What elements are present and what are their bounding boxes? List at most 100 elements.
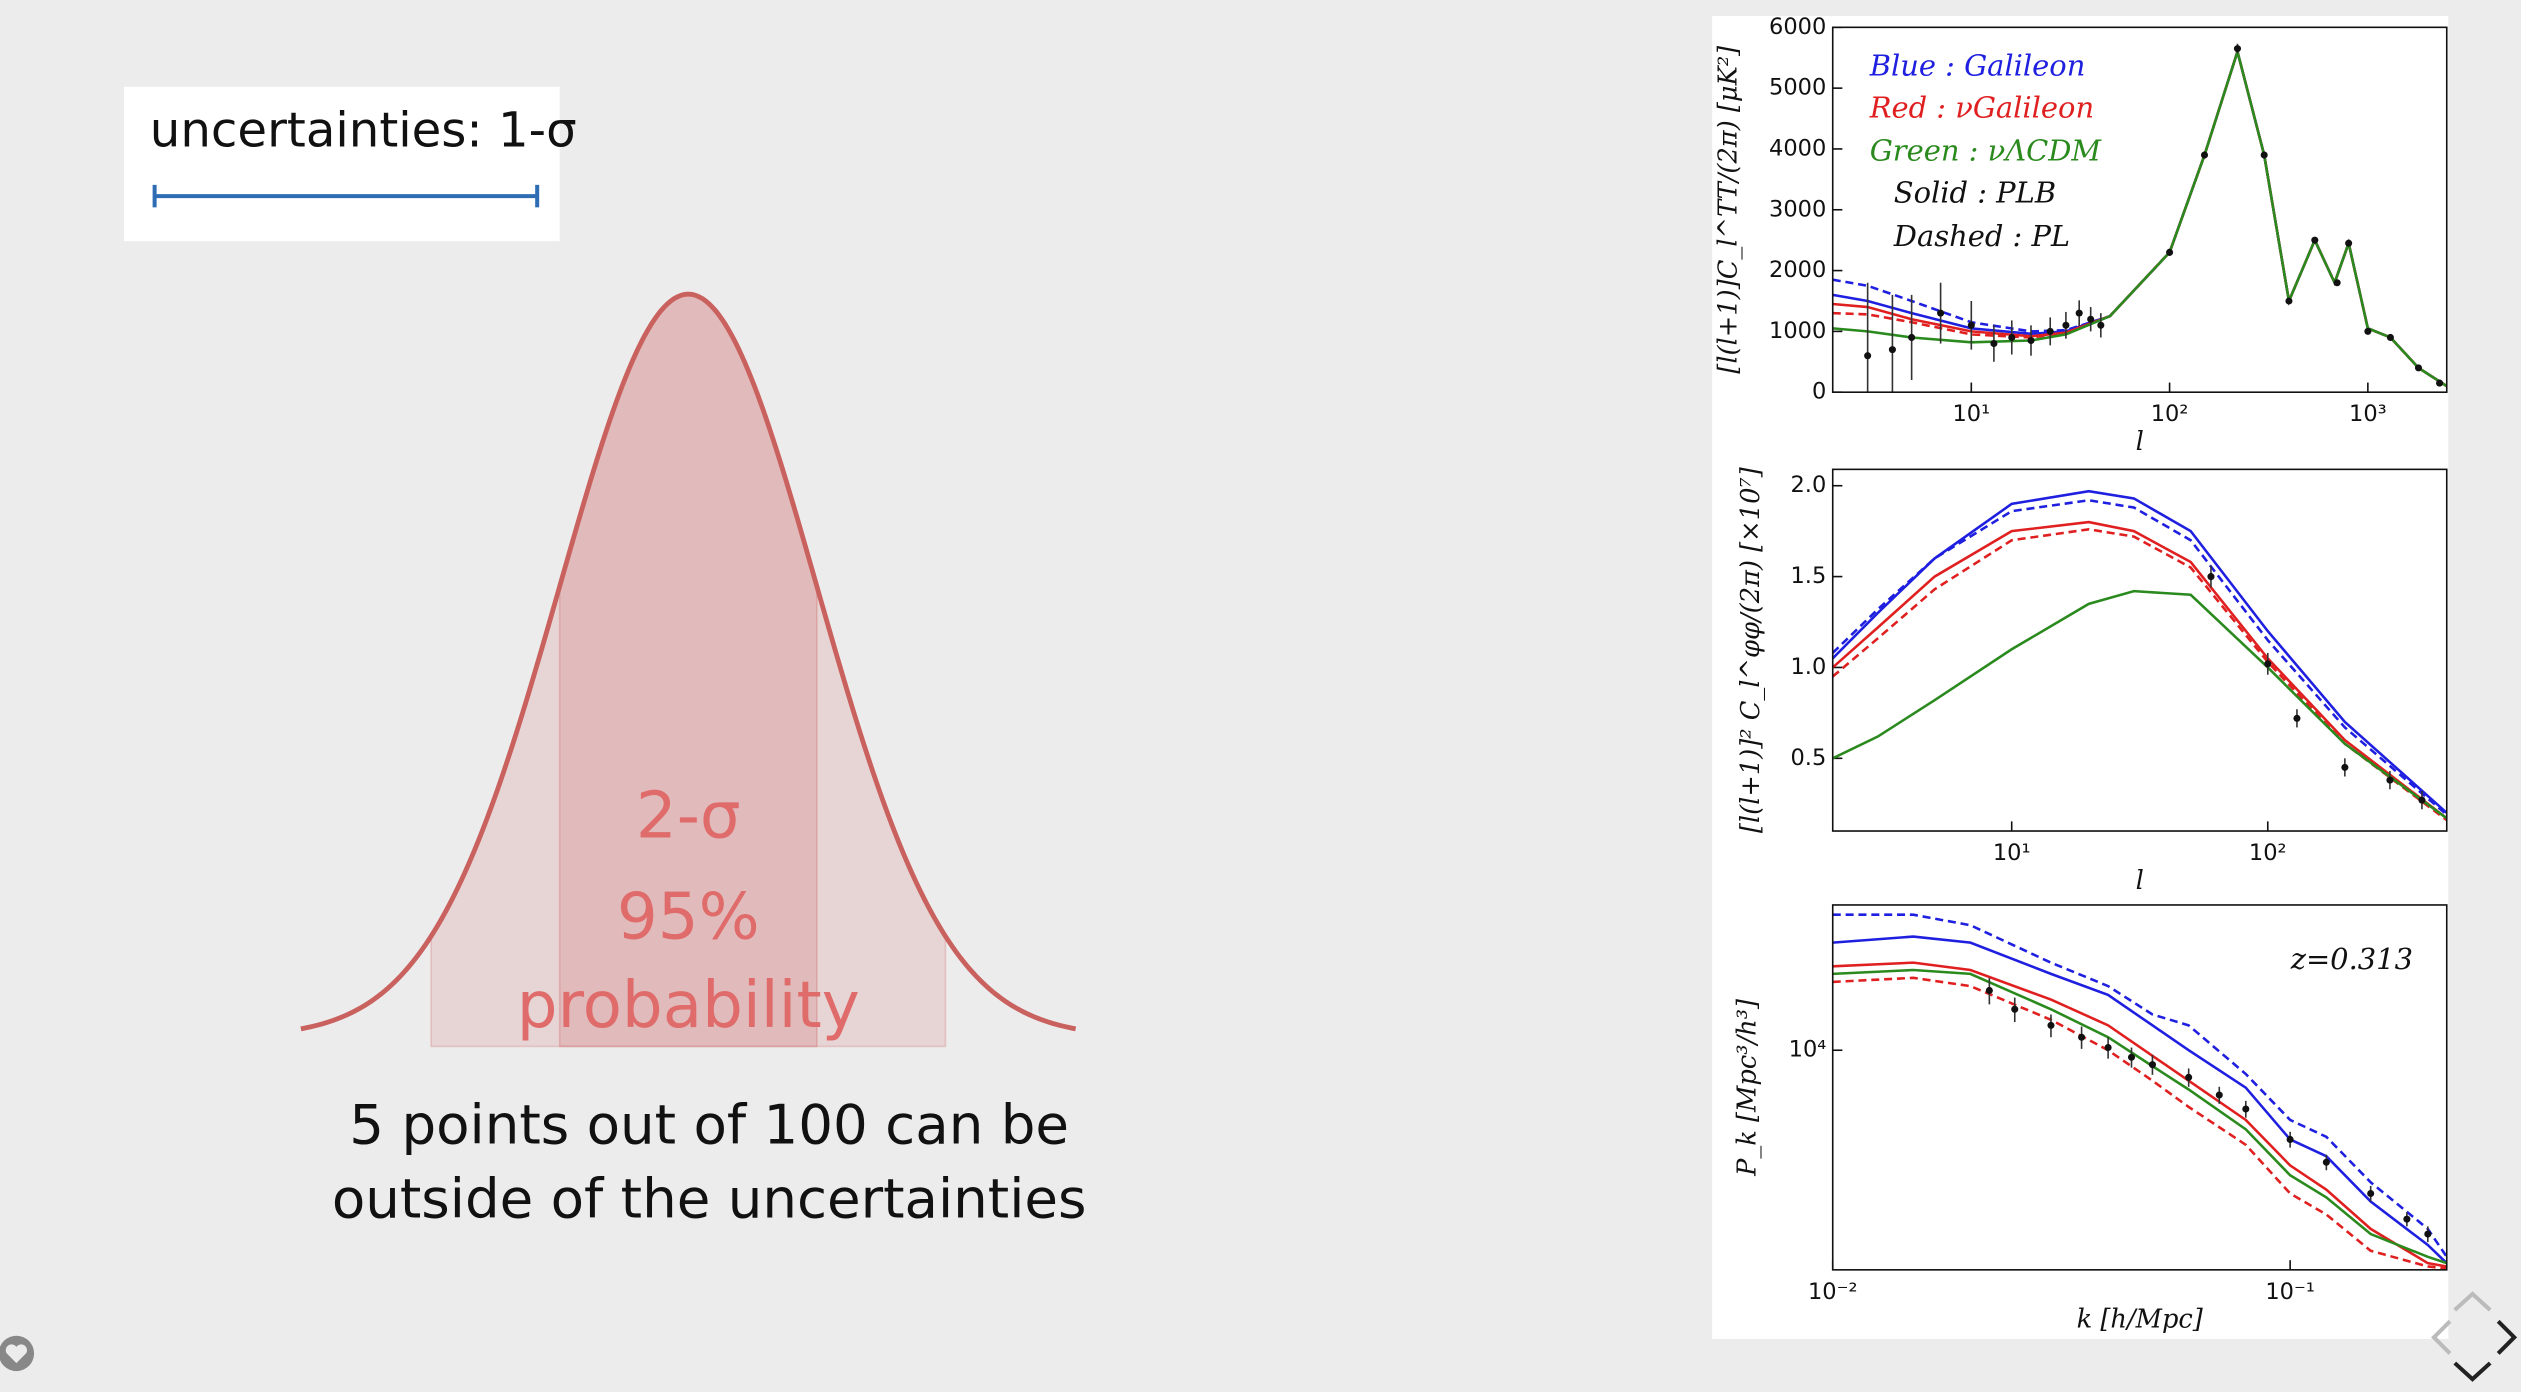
data-point: [2436, 379, 2444, 387]
axes-frame: [1831, 904, 2448, 1271]
x-tick-label: 10⁻²: [1808, 1279, 1858, 1305]
x-tick-label: 10²: [2249, 840, 2287, 866]
data-point: [2047, 1021, 2055, 1029]
data-point: [2046, 327, 2054, 335]
data-point: [2027, 336, 2035, 345]
data-point: [1967, 321, 1975, 329]
x-axis-label: l: [2136, 427, 2144, 457]
probability-label: probability: [517, 968, 860, 1043]
data-point: [2322, 1158, 2330, 1166]
data-point: [2087, 315, 2095, 323]
data-point: [2386, 776, 2394, 784]
y-tick-label: 6000: [1769, 14, 1826, 40]
data-point: [2127, 1053, 2136, 1061]
plot-area: [1832, 43, 2447, 393]
x-tick-label: 10¹: [1993, 840, 2031, 866]
data-point: [2011, 1005, 2019, 1013]
x-tick-label: 10³: [2349, 401, 2387, 427]
annotation: Solid : PLB: [1894, 175, 2056, 209]
plot-area: [1832, 489, 2447, 822]
data-point: [2424, 1230, 2432, 1238]
caption-line: 5 points out of 100 can be: [349, 1093, 1069, 1157]
series-line: [1832, 528, 2447, 822]
series-line: [1832, 968, 2447, 1265]
chart: 10⁻² 10⁻¹ 10⁴ k [h/Mpc] P_k [Mpc³/h³] z=0.313: [1733, 904, 2448, 1335]
y-axis-label: [l(l+1)]C_l^TT/(2π) [μK²]: [1713, 45, 1743, 374]
annotation: Red : νGalileon: [1869, 90, 2094, 124]
data-point: [2207, 573, 2215, 581]
heart-button[interactable]: [0, 1335, 35, 1372]
data-point: [2345, 239, 2353, 247]
data-point: [2333, 279, 2341, 287]
nav-down[interactable]: [2453, 1361, 2492, 1382]
series-line: [1832, 520, 2447, 820]
data-point: [2104, 1043, 2112, 1052]
series-line: [1832, 976, 2447, 1270]
y-tick-label: 10⁴: [1789, 1037, 1827, 1063]
data-point: [1888, 346, 1896, 354]
data-point: [2311, 236, 2319, 244]
chart: 10¹ 10² 10³ 0 1000 2000 3000 4000 5000 6000 l [l(l+…: [1713, 14, 2448, 457]
x-tick-label: 10²: [2151, 401, 2189, 427]
annotation: Blue : Galileon: [1869, 49, 2086, 83]
data-point: [2148, 1061, 2156, 1069]
data-point: [2075, 309, 2083, 317]
y-axis-label: [l(l+1)]² C_l^φφ/(2π) [×10⁷]: [1736, 466, 1766, 833]
x-axis-label: l: [2136, 866, 2144, 896]
data-point: [2008, 333, 2016, 342]
data-point: [1985, 986, 1993, 994]
data-point: [1908, 333, 1916, 342]
data-point: [2341, 763, 2349, 771]
y-tick-label: 1.0: [1791, 654, 1827, 680]
data-point: [2286, 1135, 2294, 1143]
annotation: Dashed : PL: [1893, 219, 2070, 253]
y-tick-label: 2.0: [1791, 472, 1827, 498]
data-point: [2264, 660, 2272, 668]
data-point: [2293, 714, 2301, 722]
y-tick-label: 4000: [1769, 135, 1826, 161]
data-point: [1864, 352, 1872, 360]
data-point: [2215, 1091, 2223, 1099]
data-point: [2414, 364, 2423, 372]
y-tick-label: 5000: [1769, 75, 1826, 101]
axes-frame: [1831, 26, 2448, 394]
x-axis-label: k [h/Mpc]: [2077, 1305, 2204, 1335]
y-tick-label: 2000: [1769, 257, 1826, 283]
y-tick-label: 0.5: [1791, 745, 1827, 771]
data-point: [2418, 796, 2426, 804]
gaussian: [300, 291, 1077, 1048]
data-point: [2185, 1073, 2193, 1081]
legend-box: [124, 86, 560, 242]
data-point: [2260, 151, 2268, 159]
series-line: [1832, 589, 2447, 820]
y-tick-label: 0: [1812, 379, 1826, 405]
nav-left[interactable]: [2431, 1319, 2452, 1355]
data-point: [2386, 333, 2394, 342]
series-line: [1832, 913, 2447, 1258]
data-point: [2364, 327, 2372, 335]
data-point: [2233, 45, 2242, 53]
annotation: Green : νΛCDM: [1870, 134, 2103, 168]
y-tick-label: 1.5: [1791, 563, 1827, 589]
gaussian-curve: [300, 291, 1077, 1032]
figure-panel: [1712, 16, 2449, 1339]
sigma-label: 2-σ: [636, 778, 741, 853]
data-point: [2166, 248, 2174, 256]
nav-up[interactable]: [2453, 1291, 2492, 1312]
plot-area: [1832, 913, 2447, 1270]
data-point: [2200, 151, 2209, 159]
legend-label: uncertainties: 1-σ: [150, 102, 577, 158]
annotation: z=0.313: [2290, 942, 2413, 976]
data-point: [1937, 309, 1945, 317]
data-point: [2403, 1215, 2411, 1223]
data-point: [2367, 1189, 2375, 1198]
data-point: [2097, 321, 2105, 329]
series-line: [1832, 489, 2447, 814]
nav-controls[interactable]: [2431, 1291, 2518, 1382]
data-point: [2078, 1033, 2086, 1041]
error-bar-sample: [152, 184, 540, 208]
nav-right[interactable]: [2496, 1319, 2518, 1355]
axes-frame: [1831, 468, 2448, 832]
